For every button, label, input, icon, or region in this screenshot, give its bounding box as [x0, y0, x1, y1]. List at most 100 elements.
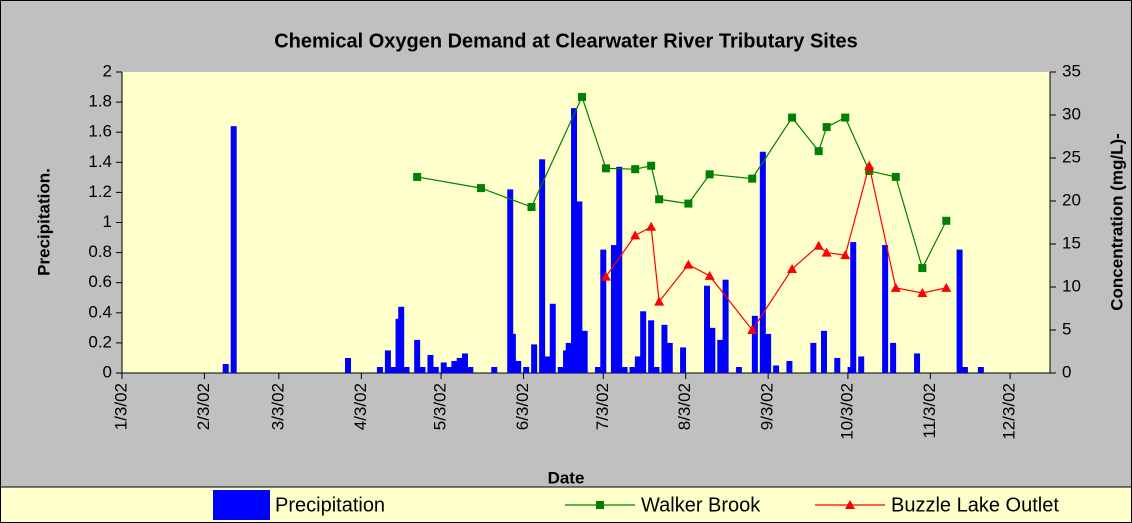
- point: [748, 174, 757, 183]
- y2-tick-label: 0: [1062, 362, 1071, 381]
- bar: [717, 339, 724, 373]
- bar: [858, 356, 865, 373]
- point: [413, 172, 422, 181]
- bar: [616, 166, 623, 373]
- bar: [640, 311, 647, 373]
- point: [890, 282, 901, 292]
- bar: [661, 324, 668, 373]
- bar: [648, 320, 655, 373]
- point: [787, 263, 798, 273]
- y-tick-label: 2: [103, 61, 112, 80]
- bar: [345, 357, 352, 373]
- y-tick-label: 1.2: [88, 182, 112, 201]
- point: [942, 216, 951, 225]
- y-tick-label: 1.4: [88, 152, 112, 171]
- y2-tick-label: 10: [1062, 276, 1081, 295]
- point: [654, 296, 665, 306]
- bar: [773, 365, 780, 373]
- bar: [786, 360, 793, 373]
- legend-label: Buzzle Lake Outlet: [891, 494, 1059, 516]
- point: [646, 221, 657, 231]
- y2-tick-label: 35: [1062, 61, 1081, 80]
- bar: [581, 330, 588, 373]
- point: [841, 113, 850, 122]
- x-tick-label: 12/3/02: [1000, 383, 1019, 440]
- y-tick-label: 0.8: [88, 242, 112, 261]
- bar: [666, 342, 673, 373]
- x-axis-label: Date: [548, 468, 585, 487]
- x-tick-label: 11/3/02: [920, 383, 939, 438]
- bar: [419, 366, 426, 373]
- y-tick-label: 1: [103, 212, 112, 231]
- point: [821, 247, 832, 257]
- bar: [491, 366, 498, 373]
- point: [684, 199, 693, 208]
- point: [813, 240, 824, 250]
- bar: [230, 126, 237, 374]
- x-tick-label: 10/3/02: [837, 383, 856, 440]
- point: [476, 184, 485, 193]
- bar: [594, 366, 601, 373]
- bar: [956, 249, 963, 373]
- bar: [709, 327, 716, 373]
- x-tick-label: 7/3/02: [593, 383, 612, 430]
- point: [527, 203, 536, 212]
- bar: [882, 245, 889, 373]
- point: [865, 166, 874, 175]
- bar: [456, 357, 463, 373]
- bar: [384, 350, 391, 373]
- bar: [735, 366, 742, 373]
- bar: [398, 306, 405, 373]
- bar: [462, 353, 469, 373]
- bar: [961, 366, 968, 373]
- bar: [834, 357, 841, 373]
- bar: [621, 366, 628, 373]
- chart-title: Chemical Oxygen Demand at Clearwater Riv…: [274, 30, 858, 52]
- point: [683, 259, 694, 269]
- bar: [557, 366, 564, 373]
- point: [704, 270, 715, 280]
- point: [747, 325, 758, 334]
- point: [822, 123, 831, 132]
- bar: [703, 285, 710, 373]
- point: [705, 170, 714, 179]
- bar: [765, 333, 772, 373]
- bar: [850, 242, 857, 373]
- bar: [600, 249, 607, 373]
- y2-tick-label: 30: [1062, 104, 1081, 123]
- bar: [507, 189, 514, 373]
- bar: [414, 339, 421, 373]
- point: [941, 282, 952, 292]
- x-tick-label: 8/3/02: [675, 383, 694, 430]
- bar: [914, 353, 921, 373]
- bar: [451, 360, 458, 373]
- point: [864, 160, 875, 170]
- y2-tick-label: 20: [1062, 190, 1081, 209]
- point: [891, 172, 900, 181]
- y2-tick-label: 15: [1062, 233, 1081, 252]
- point: [814, 147, 823, 156]
- bar: [403, 366, 410, 373]
- y-axis-label: Precipitation.: [34, 168, 53, 276]
- x-tick-label: 3/3/02: [268, 383, 287, 430]
- x-tick-label: 6/3/02: [513, 383, 532, 430]
- bar: [680, 347, 687, 373]
- bar: [571, 108, 578, 374]
- bar: [544, 356, 551, 373]
- bar: [467, 366, 474, 373]
- point: [600, 271, 611, 281]
- bar: [539, 159, 546, 373]
- y2-tick-label: 25: [1062, 147, 1081, 166]
- point: [788, 113, 797, 122]
- bar: [977, 366, 984, 373]
- y2-axis-label: Concentration (mg/L)-: [1107, 133, 1126, 311]
- plot-area: [122, 72, 1050, 373]
- y-tick-label: 0.4: [88, 302, 112, 321]
- bar: [390, 366, 397, 373]
- legend-label: Precipitation: [275, 494, 385, 516]
- bar: [523, 366, 530, 373]
- x-tick-label: 9/3/02: [758, 383, 777, 430]
- y2-tick-label: 5: [1062, 319, 1071, 338]
- bar: [509, 333, 516, 373]
